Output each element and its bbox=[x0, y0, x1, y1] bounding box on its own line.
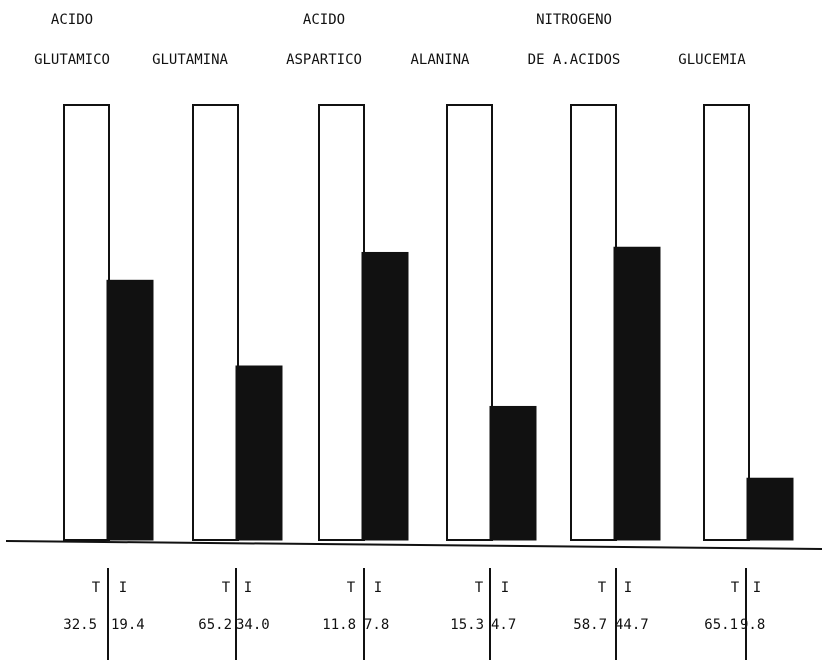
bar-t bbox=[570, 104, 617, 541]
bar-i bbox=[235, 365, 283, 541]
value-t: 65.2 bbox=[198, 617, 232, 633]
series-label-i: I bbox=[119, 580, 127, 596]
series-label-i: I bbox=[501, 580, 509, 596]
value-t: 65.1 bbox=[704, 617, 738, 633]
bar-i bbox=[613, 246, 661, 541]
bar-t bbox=[192, 104, 239, 541]
series-label-t: T bbox=[731, 580, 740, 596]
value-t: 32.5 bbox=[63, 617, 97, 633]
value-i: 9.8 bbox=[740, 617, 765, 633]
series-label-i: I bbox=[753, 580, 761, 596]
bar-i bbox=[489, 405, 537, 541]
bar-t bbox=[318, 104, 365, 541]
series-label-t: T bbox=[222, 580, 231, 596]
series-label-t: T bbox=[475, 580, 484, 596]
bar-i bbox=[746, 477, 794, 541]
category-title-line2: GLUCEMIA bbox=[678, 52, 746, 68]
value-t: 58.7 bbox=[573, 617, 607, 633]
series-label-i: I bbox=[374, 580, 382, 596]
bar-t bbox=[63, 104, 110, 541]
series-label-i: I bbox=[244, 580, 252, 596]
value-i: 4.7 bbox=[491, 617, 516, 633]
value-i: 7.8 bbox=[364, 617, 389, 633]
bar-i bbox=[106, 279, 154, 541]
bar-t bbox=[446, 104, 493, 541]
category-title-line2: GLUTAMICO bbox=[34, 52, 110, 68]
value-i: 34.0 bbox=[236, 617, 270, 633]
series-label-i: I bbox=[624, 580, 632, 596]
value-t: 15.3 bbox=[450, 617, 484, 633]
category-title-line2: ALANINA bbox=[410, 52, 470, 68]
value-t: 11.8 bbox=[322, 617, 356, 633]
bar-t bbox=[703, 104, 750, 541]
x-axis-line bbox=[5, 540, 823, 550]
series-label-t: T bbox=[598, 580, 607, 596]
category-title-line1: ACIDO bbox=[51, 12, 93, 28]
category-title-line2: GLUTAMINA bbox=[152, 52, 228, 68]
series-label-t: T bbox=[347, 580, 356, 596]
category-title-line2: ASPARTICO bbox=[286, 52, 362, 68]
series-label-t: T bbox=[92, 580, 101, 596]
value-i: 44.7 bbox=[615, 617, 649, 633]
category-title-line1: ACIDO bbox=[303, 12, 345, 28]
value-i: 19.4 bbox=[111, 617, 145, 633]
category-title-line1: NITROGENO bbox=[536, 12, 612, 28]
category-title-line2: DE A.ACIDOS bbox=[528, 52, 621, 68]
bar-i bbox=[361, 251, 409, 541]
